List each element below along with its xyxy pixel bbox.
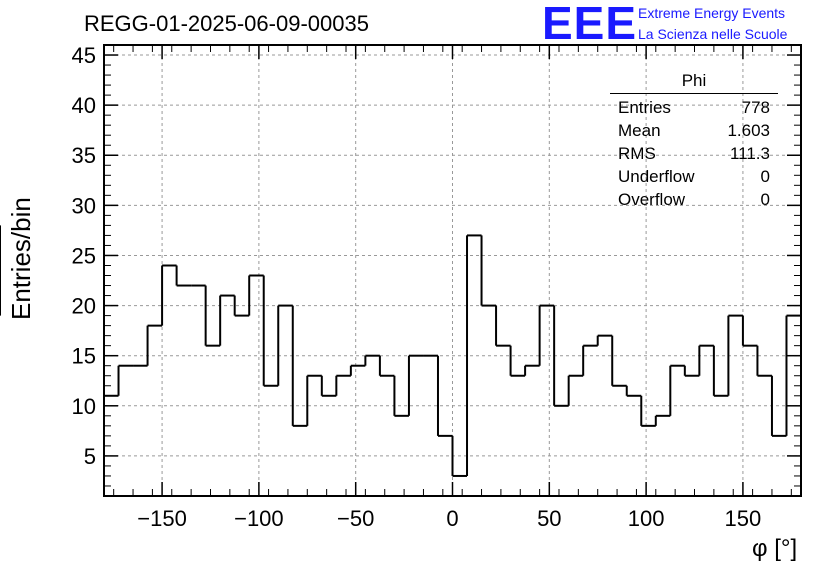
stats-label: Underflow <box>618 167 695 186</box>
x-axis-label: φ [°] <box>752 535 798 562</box>
stats-label: Mean <box>618 121 661 140</box>
stats-label: Overflow <box>618 190 686 209</box>
x-tick-label: −50 <box>337 506 374 531</box>
y-tick-label: 10 <box>72 394 96 419</box>
stats-row-mean: Mean 1.603 <box>610 119 778 142</box>
x-tick-label: 50 <box>537 506 561 531</box>
stats-box: Phi Entries 778 Mean 1.603 RMS 111.3 Und… <box>610 71 778 211</box>
stats-value: 0 <box>760 190 770 209</box>
stats-label: RMS <box>618 144 656 163</box>
y-tick-label: 35 <box>72 143 96 168</box>
stats-row-rms: RMS 111.3 <box>610 142 778 165</box>
x-tick-label: 150 <box>725 506 762 531</box>
stats-box-title: Phi <box>610 71 778 94</box>
y-tick-label: 15 <box>72 344 96 369</box>
y-tick-label: 45 <box>72 43 96 68</box>
stats-label: Entries <box>618 98 671 117</box>
stats-row-underflow: Underflow 0 <box>610 165 778 188</box>
x-tick-label: −150 <box>137 506 187 531</box>
stats-row-entries: Entries 778 <box>610 96 778 119</box>
logo-mark: EEE <box>542 0 638 49</box>
y-tick-label: 40 <box>72 93 96 118</box>
stats-value: 0 <box>760 167 770 186</box>
stats-value: 778 <box>741 98 770 117</box>
y-axis-label: Entries/bin <box>6 197 36 320</box>
x-tick-label: −100 <box>234 506 284 531</box>
x-tick-label: 0 <box>446 506 458 531</box>
stats-value: 1.603 <box>727 121 770 140</box>
y-tick-label: 20 <box>72 294 96 319</box>
x-tick-label: 100 <box>628 506 665 531</box>
logo-line-2: La Scienza nelle Scuole <box>638 26 788 42</box>
logo-line-1: Extreme Energy Events <box>638 5 786 21</box>
y-tick-label: 30 <box>72 193 96 218</box>
stats-value: 111.3 <box>729 144 770 163</box>
stats-row-overflow: Overflow 0 <box>610 188 778 211</box>
chart-title: REGG-01-2025-06-09-00035 <box>84 11 369 36</box>
y-tick-label: 5 <box>84 444 96 469</box>
y-tick-label: 25 <box>72 243 96 268</box>
